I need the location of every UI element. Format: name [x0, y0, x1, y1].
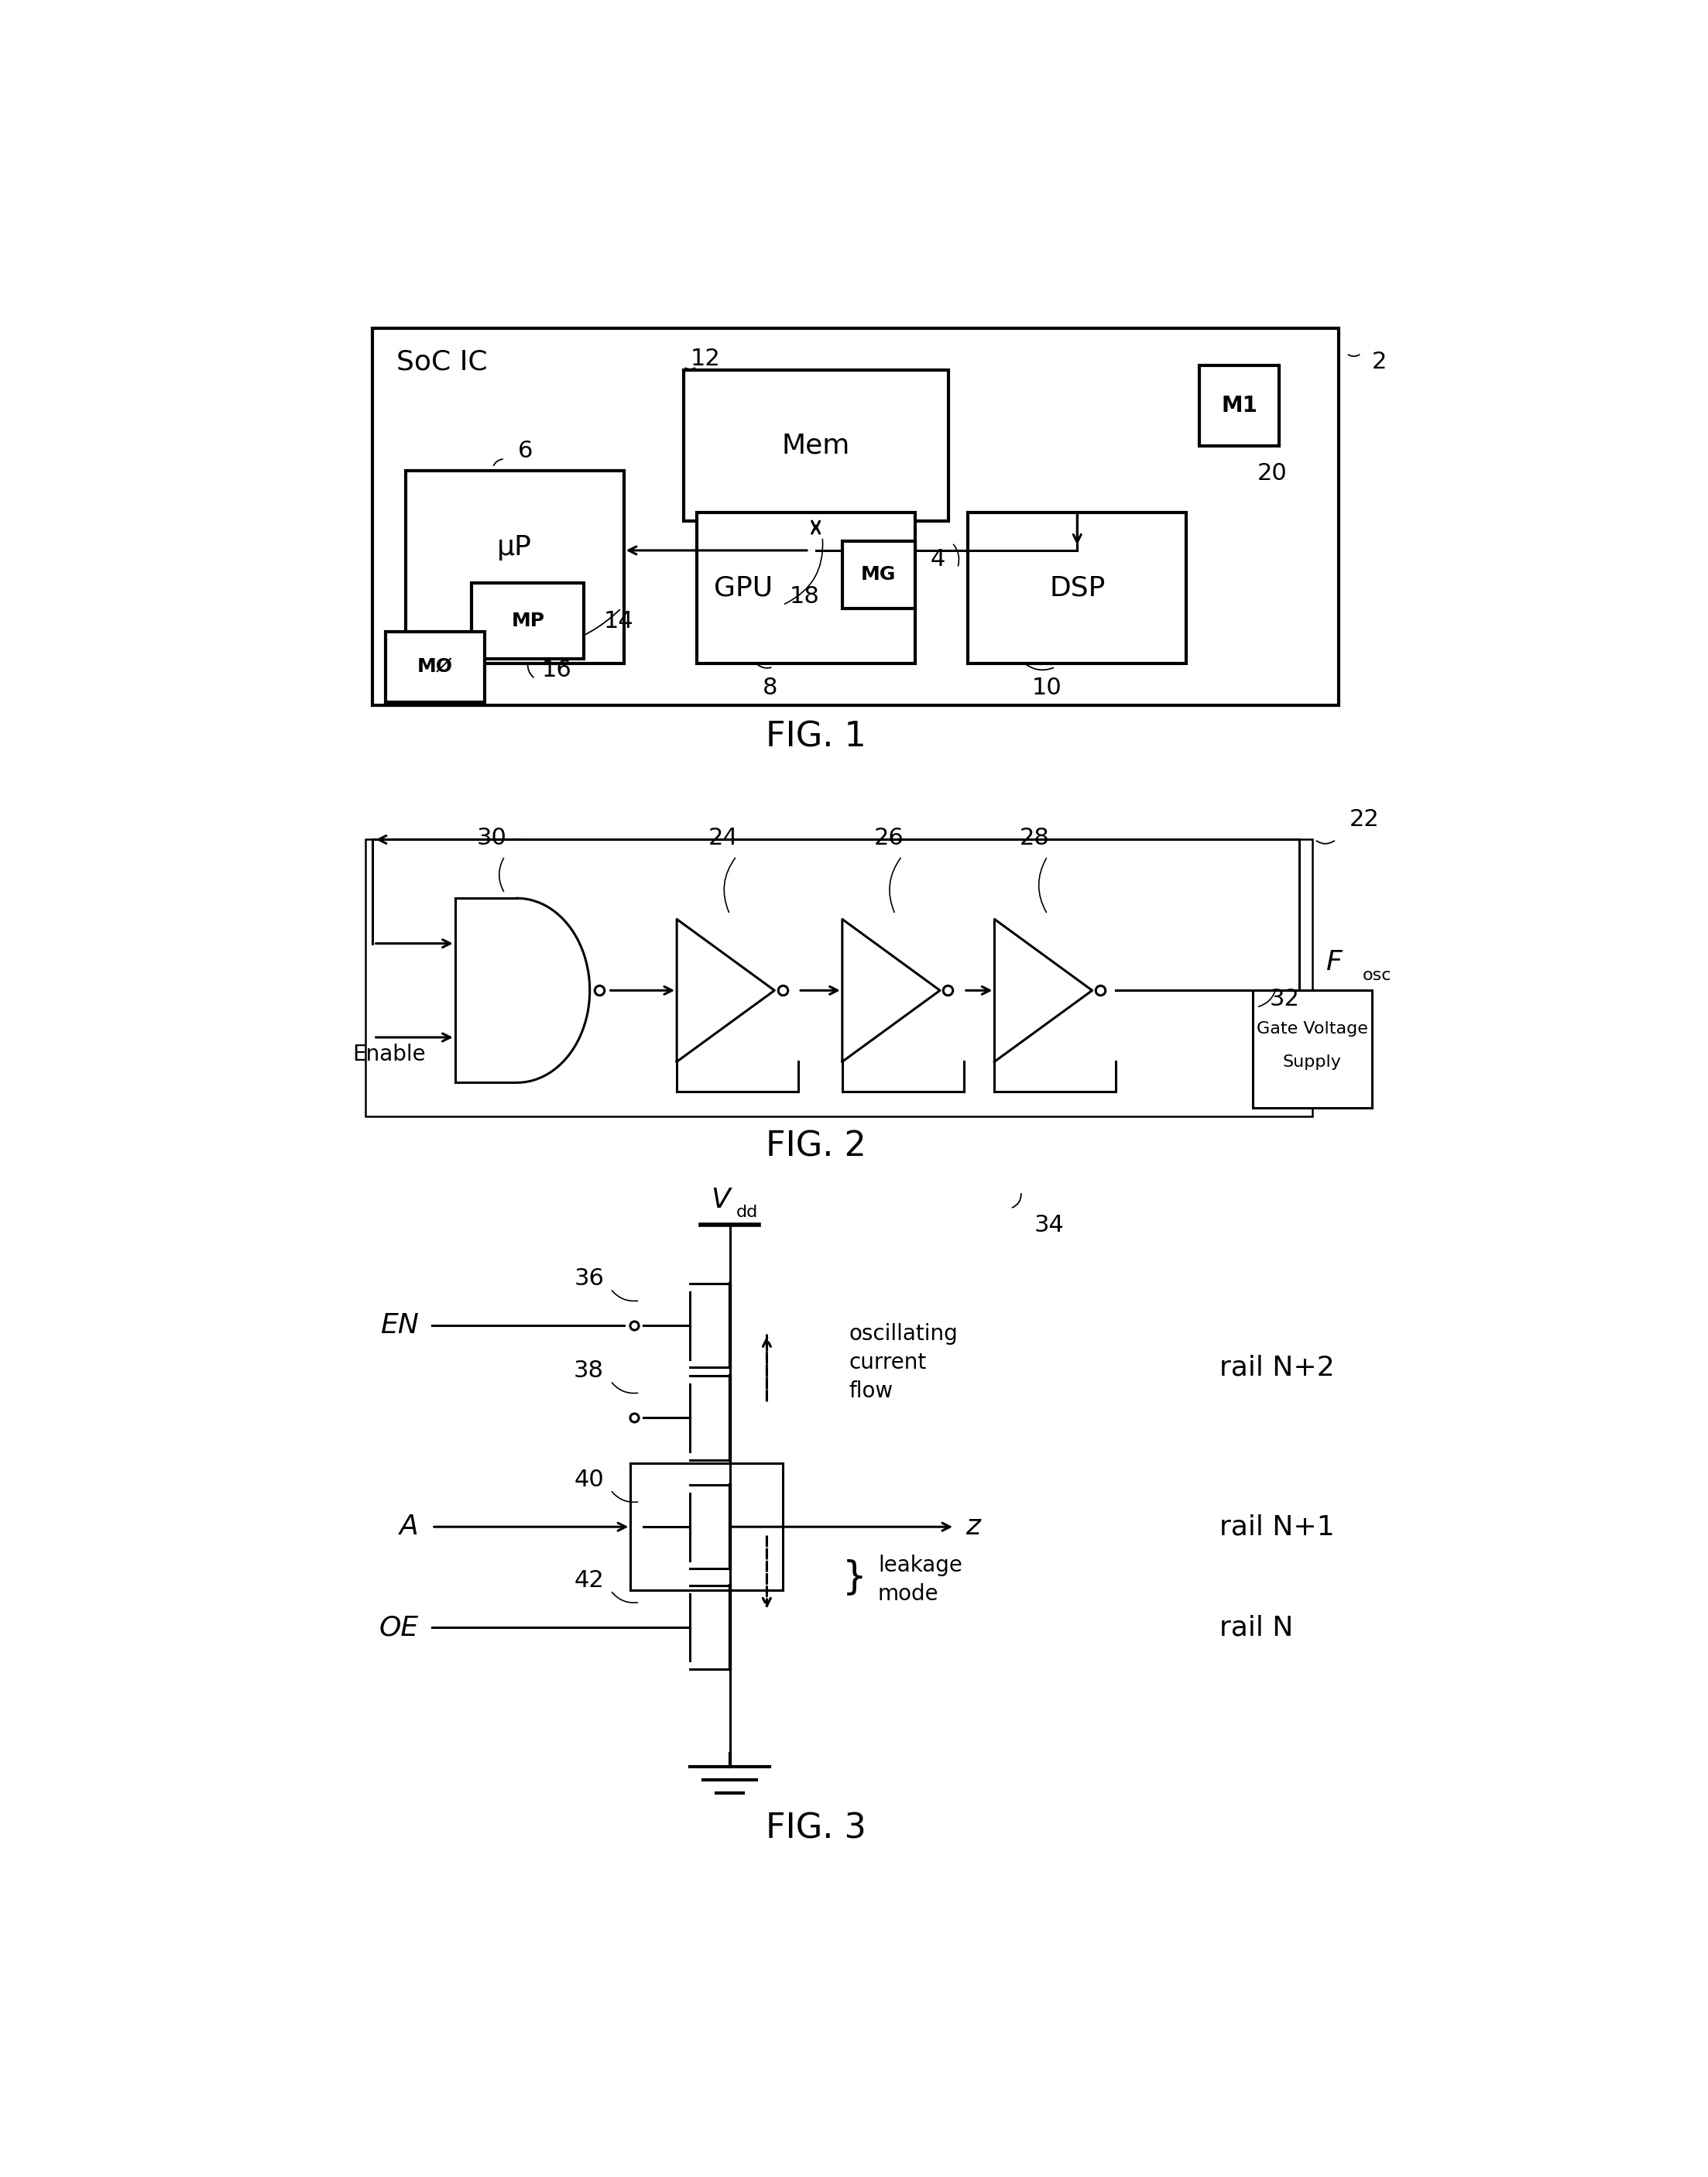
Bar: [386, 631, 485, 703]
Text: 14: 14: [605, 610, 634, 634]
Text: 34: 34: [1033, 1215, 1064, 1237]
Bar: [405, 470, 623, 664]
Text: FIG. 3: FIG. 3: [765, 1811, 866, 1846]
Text: rail N+1: rail N+1: [1220, 1513, 1334, 1539]
Text: leakage: leakage: [878, 1554, 962, 1576]
Text: 32: 32: [1269, 988, 1300, 1010]
Bar: [697, 514, 915, 664]
Text: 20: 20: [1257, 462, 1288, 485]
Text: 2: 2: [1372, 350, 1387, 372]
Text: GPU: GPU: [714, 575, 772, 601]
Bar: [683, 370, 948, 520]
Bar: [471, 583, 584, 657]
Text: 36: 36: [574, 1267, 605, 1291]
Text: Mem: Mem: [782, 433, 851, 459]
Text: 4: 4: [931, 549, 946, 570]
Text: Enable: Enable: [352, 1043, 425, 1065]
Bar: [366, 840, 1312, 1117]
Text: rail N+2: rail N+2: [1220, 1354, 1334, 1380]
Text: rail N: rail N: [1220, 1615, 1293, 1641]
Text: Supply: Supply: [1283, 1056, 1341, 1071]
Text: mode: mode: [878, 1583, 939, 1604]
Bar: [630, 1463, 782, 1591]
Text: 42: 42: [574, 1570, 605, 1591]
Text: MØ: MØ: [417, 657, 453, 677]
Text: Gate Voltage: Gate Voltage: [1257, 1021, 1368, 1036]
Text: 26: 26: [873, 827, 904, 849]
Text: current: current: [849, 1352, 926, 1374]
Text: FIG. 2: FIG. 2: [765, 1130, 866, 1163]
Text: EN: EN: [381, 1313, 418, 1339]
Text: oscillating: oscillating: [849, 1324, 958, 1345]
Text: 24: 24: [709, 827, 738, 849]
Text: z: z: [965, 1513, 980, 1539]
Text: MG: MG: [861, 566, 897, 583]
Text: 40: 40: [574, 1469, 605, 1491]
Bar: [1199, 366, 1279, 446]
Text: 12: 12: [690, 348, 721, 370]
Bar: [1252, 991, 1372, 1108]
Text: 16: 16: [541, 660, 572, 681]
Text: F: F: [1325, 949, 1341, 975]
Bar: [842, 542, 915, 607]
Text: 10: 10: [1032, 677, 1062, 699]
Text: 6: 6: [518, 440, 533, 462]
Text: 18: 18: [789, 586, 820, 607]
Bar: [968, 514, 1187, 664]
Text: 28: 28: [1020, 827, 1049, 849]
Text: flow: flow: [849, 1380, 893, 1402]
Text: }: }: [842, 1559, 868, 1596]
Text: DSP: DSP: [1049, 575, 1105, 601]
Text: M1: M1: [1221, 394, 1257, 416]
Text: FIG. 1: FIG. 1: [765, 721, 866, 753]
Text: 8: 8: [763, 677, 777, 699]
Text: OE: OE: [379, 1615, 418, 1641]
Text: 30: 30: [477, 827, 507, 849]
Text: V: V: [711, 1186, 729, 1213]
Text: μP: μP: [497, 533, 531, 559]
Text: 38: 38: [574, 1361, 605, 1382]
Text: 22: 22: [1349, 808, 1380, 832]
Text: MP: MP: [511, 612, 545, 629]
Bar: [372, 329, 1339, 705]
Text: dd: dd: [736, 1204, 758, 1219]
Text: A: A: [400, 1513, 418, 1539]
Text: osc: osc: [1363, 967, 1392, 984]
Text: SoC IC: SoC IC: [396, 348, 487, 374]
